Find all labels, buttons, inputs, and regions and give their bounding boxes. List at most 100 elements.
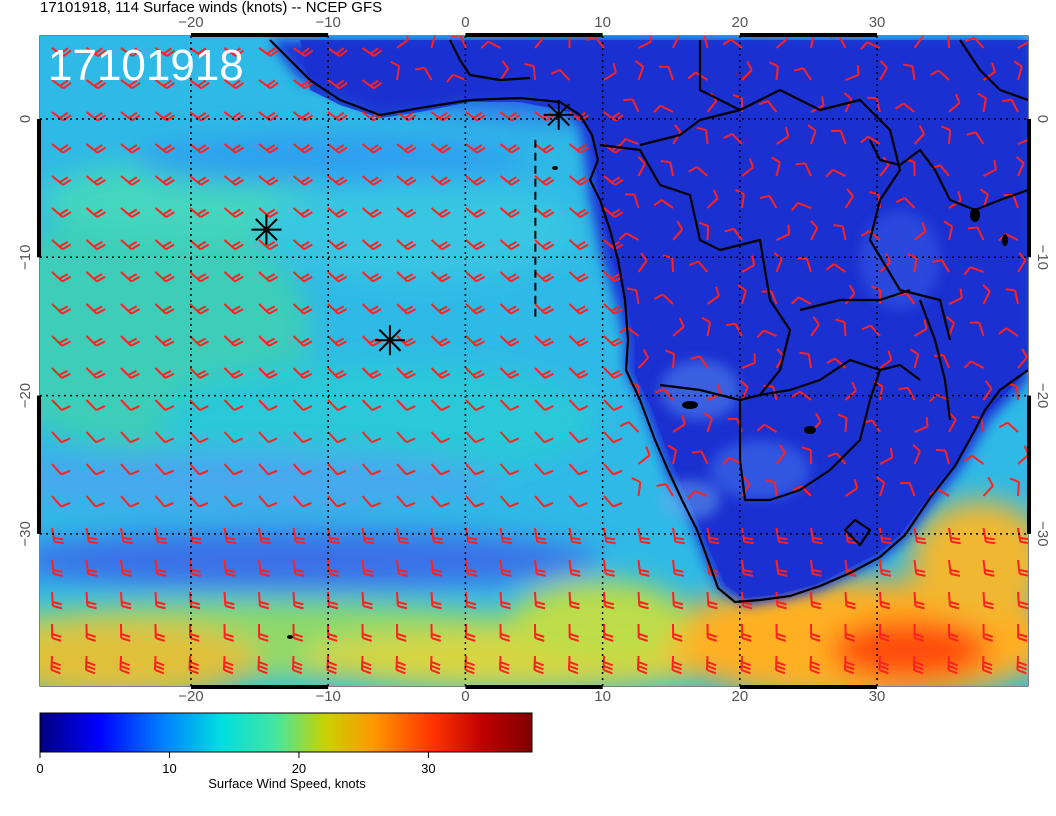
wind-barb bbox=[603, 175, 624, 186]
wind-barb bbox=[568, 335, 589, 347]
top-longitude-ticks: −20 −10 0 10 20 30 bbox=[178, 14, 885, 31]
wind-barb bbox=[672, 220, 684, 241]
wind-barb bbox=[568, 175, 589, 186]
wind-barb bbox=[258, 559, 271, 577]
wind-barb bbox=[879, 623, 890, 642]
wind-barb bbox=[223, 527, 237, 545]
wind-barb bbox=[84, 655, 96, 675]
wind-barb bbox=[396, 207, 417, 218]
wind-barb bbox=[603, 303, 624, 315]
wind-barb bbox=[774, 655, 786, 675]
wind-barb bbox=[534, 207, 555, 218]
position-markers bbox=[251, 99, 574, 356]
wind-barb bbox=[499, 431, 520, 444]
graticule bbox=[40, 36, 1028, 686]
wind-barb bbox=[120, 303, 141, 315]
wind-barb bbox=[465, 271, 486, 283]
wind-barb bbox=[876, 476, 886, 497]
wind-barb bbox=[154, 303, 175, 315]
wind-barb bbox=[913, 527, 927, 545]
wind-barb bbox=[981, 655, 993, 675]
wind-barb bbox=[756, 329, 777, 339]
wind-barb bbox=[465, 495, 485, 508]
wind-barb bbox=[603, 623, 614, 642]
wind-barb bbox=[568, 399, 589, 412]
wind-barb bbox=[120, 367, 140, 379]
wind-barb bbox=[361, 527, 375, 545]
wind-barb bbox=[430, 367, 451, 379]
wind-barb bbox=[969, 321, 985, 337]
wind-barb bbox=[1005, 288, 1019, 305]
wind-barb bbox=[51, 623, 62, 642]
wind-barb bbox=[741, 158, 754, 177]
wind-barb bbox=[568, 367, 589, 379]
wind-barb bbox=[524, 62, 536, 81]
wind-barb bbox=[741, 353, 756, 369]
wind-barb bbox=[292, 271, 313, 283]
wind-barb bbox=[671, 655, 682, 675]
top-edge-bar bbox=[465, 33, 603, 37]
wind-barb bbox=[913, 559, 926, 577]
position-marker bbox=[543, 99, 574, 130]
wind-barb bbox=[913, 36, 924, 49]
wind-barb bbox=[948, 559, 961, 577]
wind-barb bbox=[258, 431, 278, 444]
wind-barb bbox=[568, 591, 580, 610]
wind-barb bbox=[189, 175, 210, 186]
wind-barb bbox=[637, 591, 649, 610]
bottom-lon-tick-label: 0 bbox=[461, 688, 469, 705]
wind-barb bbox=[879, 350, 893, 369]
wind-barb bbox=[568, 495, 588, 508]
wind-barb bbox=[327, 271, 348, 283]
wind-barb bbox=[943, 220, 954, 241]
wind-barb bbox=[361, 47, 383, 57]
wind-barb bbox=[671, 36, 680, 49]
islands bbox=[287, 166, 1008, 639]
wind-barb bbox=[982, 380, 993, 401]
colorbar-tick-label: 30 bbox=[421, 761, 435, 776]
wind-barb bbox=[775, 591, 787, 610]
wind-barb bbox=[327, 559, 340, 577]
wind-barb bbox=[258, 335, 278, 347]
wind-barb bbox=[327, 399, 347, 412]
wind-barb bbox=[896, 291, 916, 305]
right-edge-bar bbox=[1027, 395, 1031, 534]
wind-barb bbox=[775, 444, 786, 465]
wind-barb bbox=[741, 255, 756, 273]
wind-barb bbox=[534, 335, 554, 347]
wind-barbs bbox=[50, 36, 1028, 675]
wind-barb bbox=[913, 125, 926, 145]
wind-barb bbox=[725, 322, 743, 337]
wind-barb bbox=[894, 102, 916, 113]
wind-barb bbox=[258, 463, 278, 476]
colorbar-tick-label: 20 bbox=[292, 761, 306, 776]
wind-barb bbox=[85, 175, 106, 186]
wind-barb bbox=[705, 655, 717, 675]
wind-barb bbox=[982, 591, 994, 610]
frame-edge-bars bbox=[37, 33, 1031, 689]
wind-barb bbox=[465, 431, 485, 444]
wind-barb bbox=[465, 399, 485, 412]
wind-barb bbox=[292, 623, 304, 642]
wind-barb bbox=[741, 527, 754, 545]
wind-barb bbox=[909, 348, 920, 369]
wind-barb bbox=[759, 194, 778, 209]
wind-barb bbox=[603, 335, 623, 347]
top-lon-tick-label: 10 bbox=[594, 14, 611, 31]
wind-barb bbox=[361, 495, 381, 508]
wind-barb bbox=[871, 285, 882, 305]
wind-barb bbox=[120, 559, 133, 577]
wind-barb bbox=[603, 63, 617, 81]
wind-barb bbox=[258, 495, 278, 508]
wind-barb bbox=[637, 156, 646, 177]
wind-barb bbox=[631, 477, 642, 497]
right-latitude-ticks: 0 −10 −20 −30 bbox=[1034, 115, 1051, 547]
wind-barb bbox=[499, 527, 513, 545]
wind-barb bbox=[603, 207, 624, 218]
wind-barb bbox=[257, 655, 268, 675]
wind-barb bbox=[879, 527, 892, 545]
wind-barb bbox=[223, 271, 244, 283]
wind-barb bbox=[706, 527, 720, 545]
wind-barb bbox=[51, 239, 72, 251]
wind-barb bbox=[292, 303, 313, 315]
